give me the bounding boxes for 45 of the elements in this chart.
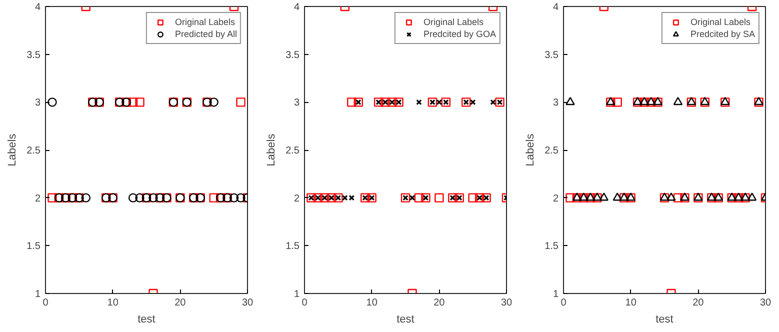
y-tick-label: 1.5 <box>544 241 559 252</box>
y-tick-label: 2.5 <box>286 146 300 156</box>
x-tick-label: 30 <box>760 298 772 308</box>
y-tick-label: 1 <box>34 289 41 300</box>
y-tick-label: 3.5 <box>286 50 300 61</box>
y-tick-label: 2 <box>552 193 559 204</box>
x-tick-label: 10 <box>625 298 637 308</box>
x-tick-label: 30 <box>242 298 254 308</box>
legend-label: Original Labels <box>174 16 235 28</box>
x-axis-title: test <box>138 314 156 326</box>
y-tick-label: 2 <box>294 193 300 204</box>
y-tick-label: 1.5 <box>26 241 41 252</box>
x-tick-label: 10 <box>107 298 119 308</box>
y-axis-title: Labels <box>524 133 537 166</box>
y-tick-label: 2.5 <box>544 146 559 156</box>
y-tick-label: 3 <box>294 98 300 109</box>
legend-label: Predcited by GOA <box>423 28 496 40</box>
x-tick-label: 0 <box>560 298 567 308</box>
x-tick-label: 20 <box>692 298 704 308</box>
y-axis-title: Labels <box>266 133 278 166</box>
x-tick-label: 30 <box>500 298 512 308</box>
y-tick-label: 2.5 <box>26 146 41 156</box>
x-tick-label: 10 <box>366 298 378 308</box>
y-tick-label: 4 <box>552 2 559 13</box>
y-tick-label: 2 <box>34 193 41 204</box>
y-tick-label: 3 <box>552 98 559 109</box>
y-tick-label: 1 <box>294 289 300 300</box>
y-tick-label: 3.5 <box>26 50 41 61</box>
x-tick-label: 0 <box>302 298 308 308</box>
x-axis-title: test <box>396 314 414 326</box>
x-axis-title: test <box>656 314 674 326</box>
x-tick-label: 0 <box>42 298 49 308</box>
y-tick-label: 3.5 <box>544 50 559 61</box>
y-tick-label: 1 <box>552 289 559 300</box>
y-tick-label: 3 <box>34 98 41 109</box>
y-tick-label: 1.5 <box>286 241 300 252</box>
legend-label: Predicted by All <box>174 28 237 40</box>
y-axis-title: Labels <box>6 133 19 166</box>
x-tick-label: 20 <box>434 298 446 308</box>
legend-label: Predcited by SA <box>690 28 755 40</box>
x-tick-label: 20 <box>174 298 186 308</box>
legend-label: Original Labels <box>423 16 484 28</box>
legend-label: Original Labels <box>690 16 750 28</box>
y-tick-label: 4 <box>294 2 300 13</box>
y-tick-label: 4 <box>34 2 41 13</box>
